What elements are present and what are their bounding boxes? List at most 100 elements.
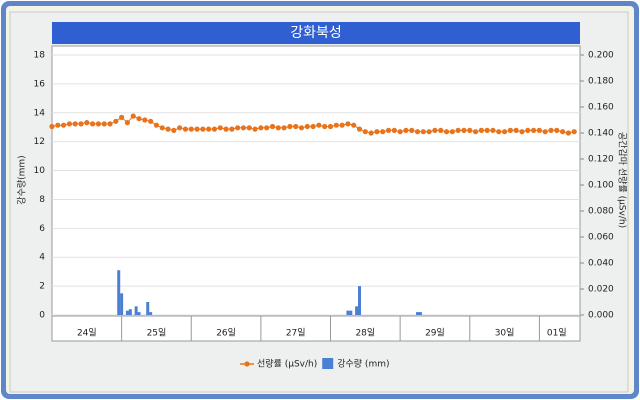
point xyxy=(269,123,276,130)
point xyxy=(426,129,432,135)
plot-area xyxy=(51,45,581,316)
y-tick-label: 14 xyxy=(34,108,46,118)
point xyxy=(322,123,328,130)
point xyxy=(287,123,293,130)
point xyxy=(252,126,258,132)
point xyxy=(339,122,345,128)
bar xyxy=(117,270,121,315)
point xyxy=(530,127,537,133)
point xyxy=(316,122,322,128)
point xyxy=(240,125,247,131)
point xyxy=(275,125,281,131)
point xyxy=(391,127,397,133)
point xyxy=(496,129,502,135)
bar xyxy=(137,312,141,315)
y2-tick-label: 0.040 xyxy=(588,259,614,269)
point xyxy=(403,127,409,133)
x-tick-label: 30일 xyxy=(495,328,515,339)
y2-tick-label: 0.020 xyxy=(588,285,614,295)
y2-tick-label: 0.000 xyxy=(588,311,614,321)
point xyxy=(368,130,374,136)
legend-marker xyxy=(244,361,250,367)
point xyxy=(264,125,270,131)
point xyxy=(229,126,235,132)
point xyxy=(293,123,299,130)
bar xyxy=(346,310,350,315)
point xyxy=(362,129,368,135)
y-tick-label: 16 xyxy=(34,79,46,89)
legend-label: 선량률 (μSv/h) xyxy=(257,358,317,370)
y2-tick-label: 0.200 xyxy=(588,51,614,61)
point xyxy=(281,125,287,131)
point xyxy=(217,125,223,131)
y-tick-label: 10 xyxy=(34,166,46,176)
bar xyxy=(125,310,129,315)
point xyxy=(78,121,84,127)
point xyxy=(484,127,490,133)
point xyxy=(119,114,125,120)
point xyxy=(513,127,519,133)
point xyxy=(72,121,78,127)
point xyxy=(159,125,165,131)
y2-tick-label: 0.160 xyxy=(588,103,614,113)
point xyxy=(304,123,310,130)
point xyxy=(333,122,339,128)
y-tick-label: 2 xyxy=(39,282,45,292)
point xyxy=(455,127,461,133)
x-tick-label: 29일 xyxy=(425,328,445,339)
y2-tick-label: 0.140 xyxy=(588,129,614,139)
point xyxy=(142,117,148,123)
point xyxy=(298,125,305,131)
point xyxy=(124,120,131,126)
point xyxy=(235,125,241,131)
y2-axis-label: 공간감마 선량률 (μSv/h) xyxy=(617,132,629,228)
bar xyxy=(358,286,362,315)
point xyxy=(188,126,194,132)
point xyxy=(559,129,566,135)
point xyxy=(414,129,421,135)
y2-tick-label: 0.080 xyxy=(588,207,614,217)
point xyxy=(84,120,90,126)
point xyxy=(345,121,351,127)
point xyxy=(194,126,200,132)
point xyxy=(246,125,252,131)
legend-label: 강수량 (mm) xyxy=(337,358,389,370)
y-tick-label: 12 xyxy=(34,137,45,147)
point xyxy=(409,127,415,133)
point xyxy=(130,113,136,119)
point xyxy=(467,127,473,133)
point xyxy=(472,129,479,135)
point xyxy=(397,129,403,135)
point xyxy=(438,127,444,133)
point xyxy=(507,127,513,133)
point xyxy=(356,126,363,132)
bar xyxy=(355,306,359,315)
chart-title: 강화북성 xyxy=(290,25,342,41)
point xyxy=(548,127,554,133)
y2-tick-label: 0.060 xyxy=(588,233,614,243)
point xyxy=(525,127,531,133)
x-tick-label: 26일 xyxy=(216,328,236,339)
point xyxy=(165,126,171,132)
point xyxy=(148,118,154,124)
title-bar xyxy=(52,22,580,44)
x-tick-label: 25일 xyxy=(147,328,167,339)
bar xyxy=(149,312,153,315)
bar xyxy=(418,312,422,315)
point xyxy=(542,129,548,135)
bar xyxy=(146,302,150,315)
point xyxy=(478,127,484,133)
point xyxy=(223,126,229,132)
point xyxy=(66,121,73,127)
bar xyxy=(128,309,132,315)
point xyxy=(182,126,189,132)
point xyxy=(136,116,142,122)
point xyxy=(200,126,206,132)
point xyxy=(536,127,542,133)
point xyxy=(519,129,525,135)
point xyxy=(449,129,455,135)
point xyxy=(374,129,380,135)
y-tick-label: 6 xyxy=(39,224,45,234)
